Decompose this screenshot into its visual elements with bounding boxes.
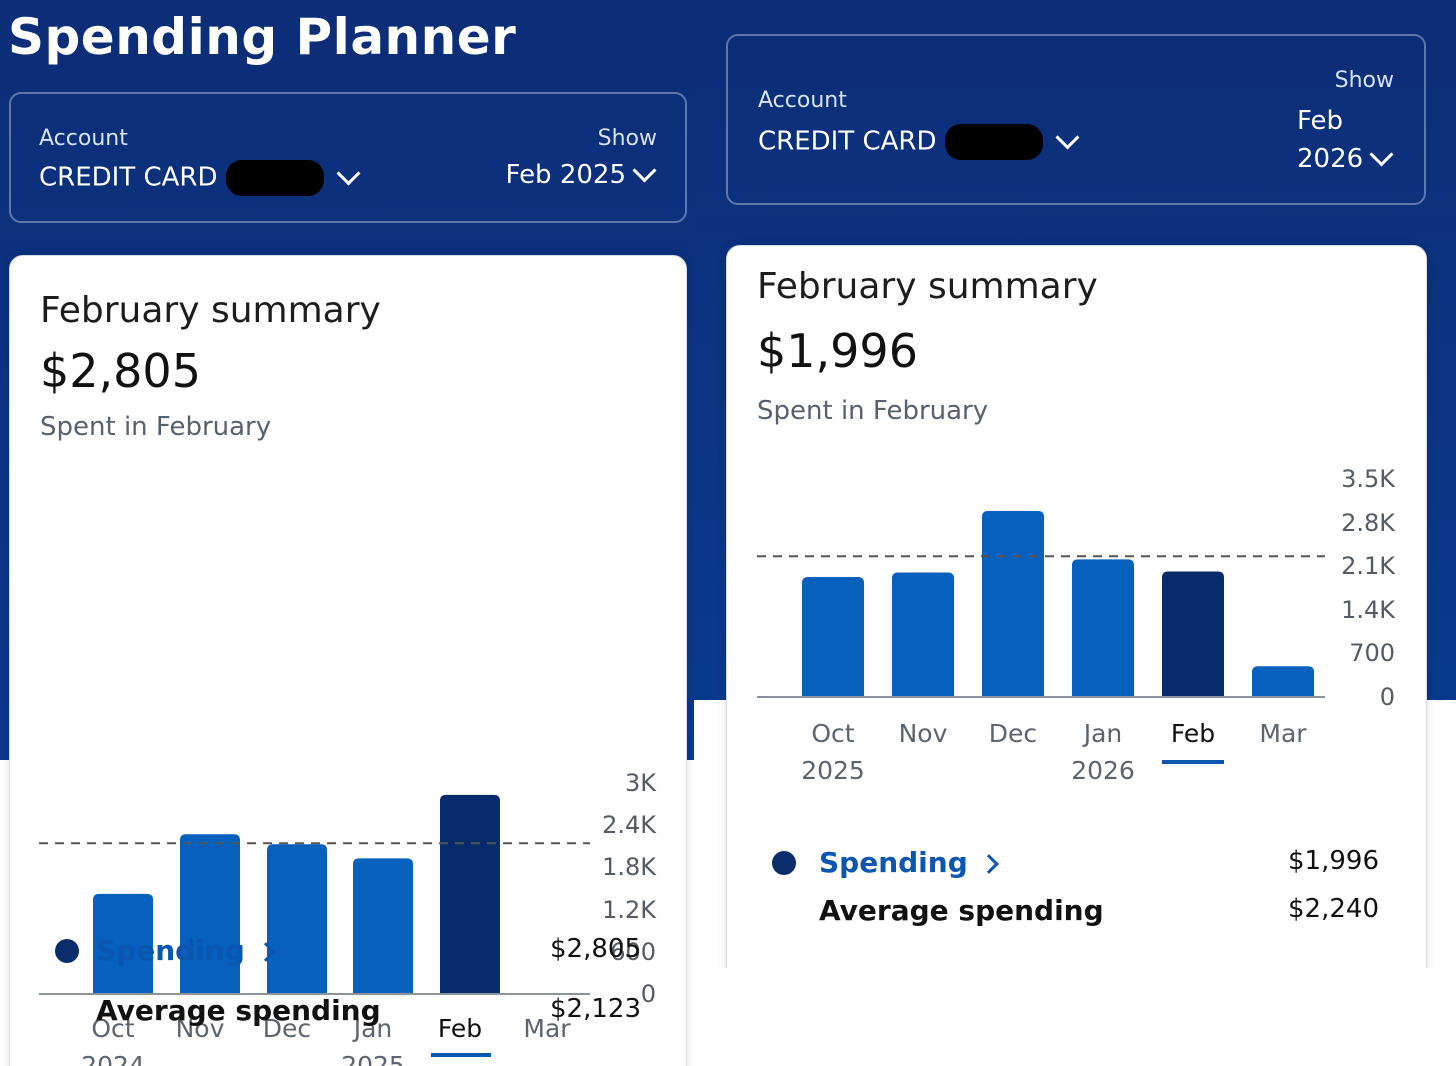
account-dropdown[interactable]: CREDIT CARD <box>758 124 1080 160</box>
bar-nov[interactable] <box>892 572 954 697</box>
redacted-account-number <box>944 124 1043 160</box>
spending-bar-chart: 0 700 1.4K 2.1K 2.8K 3.5K Oct 2025 Nov D… <box>757 465 1396 785</box>
y-tick: 0 <box>1380 683 1395 711</box>
summary-amount: $2,805 <box>40 344 201 398</box>
x-tick-jan[interactable]: Jan <box>1082 719 1123 748</box>
x-tick-mar[interactable]: Mar <box>523 1014 571 1043</box>
x-tick-oct[interactable]: Oct <box>91 1014 134 1043</box>
right-screenshot: Account CREDIT CARD Show Feb 2026 Februa… <box>694 0 1456 968</box>
bar-oct-2025[interactable] <box>802 576 864 697</box>
show-label: Show <box>1334 68 1394 93</box>
y-tick: 2.8K <box>1341 509 1396 537</box>
page-title: Spending Planner <box>8 8 517 66</box>
bar-nov[interactable] <box>180 834 240 994</box>
summary-card: February summary $1,996 Spent in Februar… <box>726 245 1427 968</box>
chevron-down-icon <box>1054 124 1080 150</box>
account-value: CREDIT CARD <box>758 126 937 157</box>
x-tick-jan-year: 2026 <box>1071 756 1135 785</box>
bar-dec[interactable] <box>267 844 327 994</box>
y-tick: 1.8K <box>602 853 657 881</box>
show-label: Show <box>597 126 657 151</box>
spending-link[interactable]: Spending <box>819 846 999 879</box>
x-tick-oct-year: 2025 <box>801 756 865 785</box>
spending-bar-chart: 0 600 1.2K 1.8K 2.4K 3K Oct 2024 Nov Dec… <box>39 769 657 1066</box>
bar-feb[interactable] <box>1162 571 1224 697</box>
bar-oct-2024[interactable] <box>93 893 153 994</box>
summary-title: February summary <box>40 290 381 331</box>
y-tick: 600 <box>610 938 656 966</box>
chevron-right-icon <box>255 942 276 962</box>
spending-label: Spending <box>819 846 968 879</box>
average-spending-value: $2,123 <box>550 994 641 1024</box>
average-spending-label: Average spending <box>819 894 1104 927</box>
account-selector-box: Account CREDIT CARD Show Feb 2025 <box>9 92 687 223</box>
show-value: Feb 2025 <box>505 160 626 190</box>
y-tick: 0 <box>641 980 656 1008</box>
y-tick: 3K <box>625 769 657 797</box>
spending-legend-dot <box>55 939 79 963</box>
x-tick-mar[interactable]: Mar <box>1259 719 1307 748</box>
x-tick-dec[interactable]: Dec <box>989 719 1037 748</box>
bar-jan-2026[interactable] <box>1072 559 1134 697</box>
bar-feb[interactable] <box>440 794 500 994</box>
summary-subtitle: Spent in February <box>40 412 272 442</box>
account-selector-box: Account CREDIT CARD Show Feb 2026 <box>726 34 1426 205</box>
average-spending-label: Average spending <box>96 994 381 1027</box>
chevron-down-icon <box>335 160 361 186</box>
x-tick-oct[interactable]: Oct <box>811 719 854 748</box>
selected-month-underline <box>431 1053 491 1057</box>
chevron-down-icon <box>1369 142 1394 167</box>
period-dropdown[interactable]: Feb 2026 <box>1297 102 1394 178</box>
show-month: Feb <box>1297 106 1344 136</box>
x-tick-nov[interactable]: Nov <box>899 719 948 748</box>
account-label: Account <box>39 126 128 151</box>
average-spending-value: $2,240 <box>1288 894 1379 924</box>
account-label: Account <box>758 88 847 113</box>
y-tick: 2.1K <box>1341 552 1396 580</box>
period-dropdown[interactable]: Feb 2025 <box>505 158 657 190</box>
summary-title: February summary <box>757 266 1098 307</box>
x-tick-jan-year: 2025 <box>341 1051 405 1066</box>
y-tick: 3.5K <box>1341 465 1396 493</box>
x-tick-jan[interactable]: Jan <box>352 1014 393 1043</box>
x-tick-nov[interactable]: Nov <box>176 1014 225 1043</box>
bar-dec[interactable] <box>982 510 1044 697</box>
x-tick-feb[interactable]: Feb <box>1171 719 1215 748</box>
account-value: CREDIT CARD <box>39 162 218 193</box>
bar-jan-2025[interactable] <box>353 858 413 994</box>
x-tick-feb[interactable]: Feb <box>438 1014 482 1043</box>
spending-value: $2,805 <box>550 934 641 964</box>
summary-card: February summary $2,805 Spent in Februar… <box>9 255 687 1066</box>
summary-amount: $1,996 <box>757 324 918 378</box>
selected-month-underline <box>1162 760 1224 764</box>
chevron-down-icon <box>632 158 657 183</box>
y-tick: 1.2K <box>602 896 657 924</box>
account-dropdown[interactable]: CREDIT CARD <box>39 160 361 196</box>
x-tick-oct-year: 2024 <box>81 1051 145 1066</box>
spending-link[interactable]: Spending <box>96 934 276 967</box>
show-year: 2026 <box>1297 144 1364 174</box>
left-screenshot: Spending Planner Account CREDIT CARD Sho… <box>0 0 694 1066</box>
bar-mar[interactable] <box>1252 666 1314 697</box>
redacted-account-number <box>225 160 324 196</box>
summary-subtitle: Spent in February <box>757 396 989 426</box>
chevron-right-icon <box>978 854 999 874</box>
spending-value: $1,996 <box>1288 846 1379 876</box>
y-tick: 2.4K <box>602 811 657 839</box>
y-tick: 1.4K <box>1341 596 1396 624</box>
x-tick-dec[interactable]: Dec <box>263 1014 311 1043</box>
y-tick: 700 <box>1349 639 1395 667</box>
spending-legend-dot <box>772 851 796 875</box>
spending-label: Spending <box>96 934 245 967</box>
